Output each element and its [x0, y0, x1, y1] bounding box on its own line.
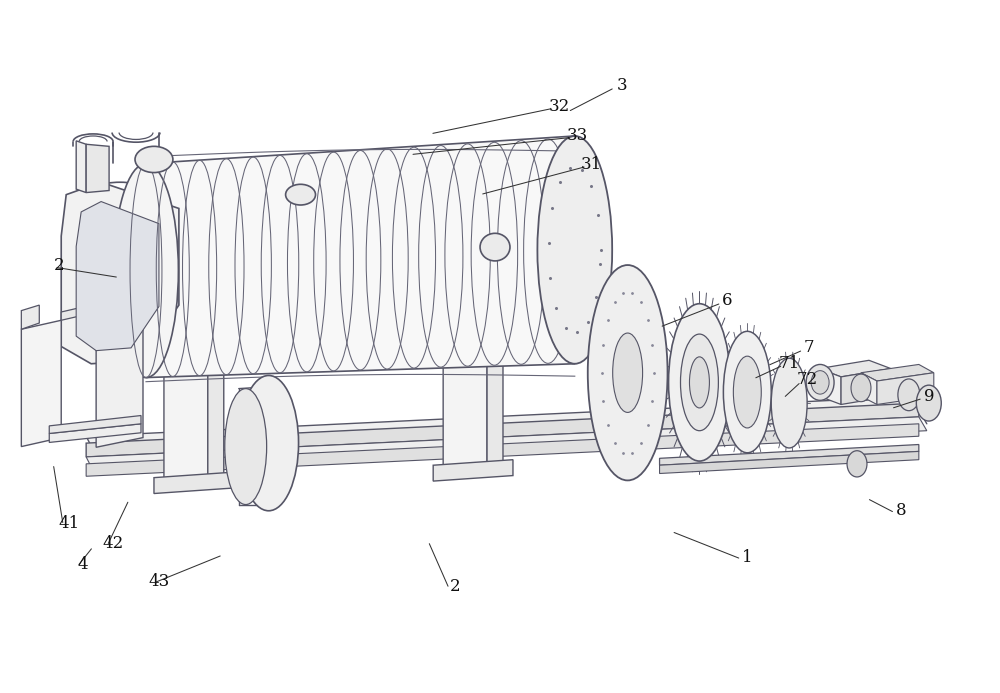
- Text: 72: 72: [797, 371, 818, 388]
- Polygon shape: [433, 459, 513, 481]
- Ellipse shape: [239, 376, 299, 511]
- Polygon shape: [76, 141, 86, 193]
- Text: 42: 42: [102, 536, 124, 552]
- Polygon shape: [208, 299, 224, 479]
- Polygon shape: [49, 424, 141, 442]
- Text: 33: 33: [567, 127, 588, 143]
- Ellipse shape: [811, 371, 829, 394]
- Polygon shape: [660, 451, 919, 473]
- Polygon shape: [61, 182, 179, 364]
- Text: 3: 3: [616, 77, 627, 94]
- Text: 1: 1: [742, 549, 753, 565]
- Polygon shape: [143, 291, 156, 308]
- Ellipse shape: [225, 389, 267, 505]
- Polygon shape: [61, 308, 79, 320]
- Polygon shape: [49, 416, 141, 433]
- Text: 71: 71: [779, 355, 800, 371]
- Ellipse shape: [588, 265, 668, 480]
- Text: 8: 8: [896, 502, 906, 519]
- Ellipse shape: [669, 304, 730, 461]
- Ellipse shape: [851, 374, 871, 402]
- Polygon shape: [861, 365, 934, 381]
- Text: 32: 32: [549, 98, 570, 115]
- Polygon shape: [861, 373, 877, 405]
- Text: 6: 6: [722, 292, 733, 310]
- Text: 41: 41: [59, 515, 80, 532]
- Ellipse shape: [537, 136, 612, 364]
- Ellipse shape: [847, 450, 867, 477]
- Text: 7: 7: [804, 340, 814, 356]
- Ellipse shape: [613, 333, 643, 412]
- Ellipse shape: [689, 357, 709, 408]
- Ellipse shape: [898, 379, 920, 411]
- Text: 9: 9: [924, 387, 934, 405]
- Ellipse shape: [162, 292, 226, 304]
- Ellipse shape: [723, 331, 771, 453]
- Polygon shape: [660, 444, 919, 465]
- Polygon shape: [443, 287, 487, 469]
- Polygon shape: [841, 369, 891, 405]
- Text: 31: 31: [581, 156, 602, 173]
- Ellipse shape: [733, 356, 761, 428]
- Ellipse shape: [916, 385, 941, 421]
- Ellipse shape: [771, 358, 807, 448]
- Polygon shape: [21, 320, 61, 446]
- Polygon shape: [819, 369, 841, 405]
- Ellipse shape: [286, 184, 316, 205]
- Ellipse shape: [114, 164, 178, 378]
- Ellipse shape: [806, 365, 834, 401]
- Polygon shape: [86, 144, 109, 193]
- Polygon shape: [146, 136, 575, 378]
- Polygon shape: [96, 297, 109, 313]
- Polygon shape: [96, 304, 143, 447]
- Ellipse shape: [135, 146, 173, 173]
- Ellipse shape: [480, 234, 510, 261]
- Polygon shape: [164, 299, 208, 482]
- Ellipse shape: [680, 334, 718, 431]
- Text: 43: 43: [148, 572, 170, 590]
- Polygon shape: [21, 305, 39, 329]
- Polygon shape: [86, 396, 927, 450]
- Polygon shape: [86, 417, 927, 471]
- Text: 2: 2: [450, 578, 460, 595]
- Polygon shape: [86, 403, 919, 457]
- Text: 2: 2: [54, 256, 65, 274]
- Ellipse shape: [441, 279, 505, 292]
- Polygon shape: [86, 424, 919, 476]
- Polygon shape: [154, 472, 234, 493]
- Polygon shape: [877, 373, 934, 405]
- Polygon shape: [487, 287, 503, 466]
- Polygon shape: [819, 360, 891, 377]
- Text: 4: 4: [78, 556, 88, 573]
- Polygon shape: [76, 202, 159, 351]
